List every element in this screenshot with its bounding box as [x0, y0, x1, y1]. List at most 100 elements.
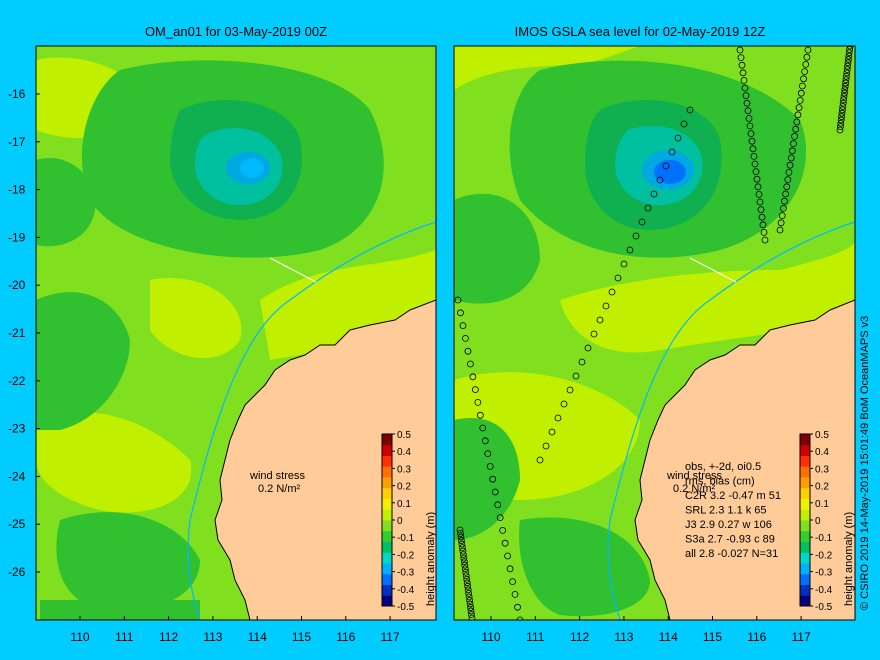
obs-point	[838, 113, 845, 120]
colorbar-swatch	[382, 434, 392, 446]
obs-point	[484, 450, 492, 458]
obs-point	[464, 582, 472, 590]
colorbar-swatch	[800, 584, 810, 596]
obs-point	[741, 84, 749, 92]
obs-point	[843, 66, 851, 73]
colorbar-swatch	[382, 444, 392, 456]
colorbar-swatch	[800, 455, 810, 467]
obs-point	[458, 544, 466, 551]
x-tick-label: 111	[115, 630, 134, 644]
colorbar-swatch	[800, 487, 810, 499]
y-tick-label: -17	[8, 135, 26, 149]
obs-point	[737, 54, 745, 61]
obs-point	[662, 162, 670, 170]
stats-line: all 2.8 -0.027 N=31	[685, 548, 778, 560]
obs-point	[759, 221, 767, 229]
obs-point	[464, 586, 472, 594]
obs-point	[845, 49, 853, 57]
x-axis-ticks-right: 110 111 112 113 114 115 116 117	[481, 616, 811, 644]
negative-anomaly-patch	[454, 418, 520, 540]
obs-point	[837, 123, 844, 131]
obs-point	[494, 501, 502, 509]
colorbar-label: height anomaly (m)	[843, 512, 855, 606]
obs-point	[479, 424, 487, 432]
colorbar-tick-label: 0.3	[815, 464, 829, 475]
y-tick-label: -22	[8, 374, 26, 388]
colorbar-swatch	[382, 509, 392, 521]
obs-point	[456, 526, 464, 534]
colorbar-tick-label: 0.2	[815, 482, 829, 493]
obs-point	[836, 126, 844, 134]
x-tick-label: 116	[747, 630, 766, 644]
obs-point	[800, 75, 807, 83]
stats-line: J3 2.9 0.27 w 106	[685, 519, 772, 531]
obs-point	[578, 358, 586, 366]
stats-line: rms, bias (cm)	[685, 476, 755, 488]
obs-point	[837, 116, 845, 124]
colorbar-swatch	[800, 509, 810, 521]
obs-point	[839, 106, 846, 114]
colorbar-tick-label: 0	[397, 516, 403, 527]
obs-point	[761, 236, 769, 244]
obs-point	[536, 456, 544, 464]
colorbar-swatch	[800, 444, 810, 456]
obs-point	[476, 411, 484, 419]
obs-point	[844, 62, 851, 70]
obs-point	[776, 226, 784, 234]
colorbar-left: 0.5 0.4 0.3 0.2 0.1 0 -0.1 -0.2 -0.3 -0.4 -0.5 heig…	[381, 430, 437, 613]
obs-point	[514, 603, 521, 611]
colorbar-tick-label: 0.5	[815, 430, 829, 441]
obs-point	[801, 68, 809, 75]
obs-point	[674, 134, 682, 142]
obs-point	[744, 107, 752, 115]
obs-point	[842, 76, 850, 83]
obs-point	[468, 614, 476, 620]
stats-line: obs, +-2d, oi0.5	[685, 461, 761, 473]
obs-point	[463, 575, 471, 583]
obs-point	[843, 69, 851, 77]
obs-point	[465, 593, 473, 601]
y-tick-label: -20	[8, 278, 26, 292]
obs-point	[846, 46, 854, 50]
y-tick-label: -18	[8, 183, 26, 197]
negative-anomaly-patch	[56, 512, 200, 611]
obs-point	[803, 53, 811, 61]
wind-stress-scale: 0.2 N/m²	[258, 483, 301, 495]
obs-point	[462, 572, 470, 580]
obs-point	[750, 152, 758, 160]
obs-point	[491, 488, 499, 496]
negative-anomaly-patch	[36, 292, 130, 430]
colorbar-swatch	[800, 541, 810, 553]
y-tick-label: -16	[8, 87, 26, 101]
colorbar-tick-label: 0.3	[397, 464, 411, 475]
obs-point	[457, 309, 464, 317]
obs-point	[504, 552, 512, 560]
colorbar-tick-label: -0.2	[397, 550, 415, 561]
obs-point	[620, 260, 628, 268]
x-tick-label: 116	[336, 630, 355, 644]
obs-point	[797, 89, 805, 97]
colorbar-swatch	[382, 530, 392, 542]
x-tick-label: 117	[381, 630, 400, 644]
stats-line: S3a 2.7 -0.93 c 89	[685, 534, 775, 546]
obs-point	[746, 122, 754, 130]
obs-point	[843, 72, 850, 80]
obs-point	[791, 132, 798, 140]
isobath-200m	[607, 221, 855, 620]
obs-point	[460, 558, 468, 566]
positive-anomaly-patch	[36, 412, 192, 513]
x-tick-label: 112	[570, 630, 589, 644]
colorbar-swatch	[382, 466, 392, 478]
colorbar-tick-label: 0.1	[815, 499, 829, 510]
negative-anomaly-patch	[36, 158, 96, 247]
obs-point	[459, 551, 467, 559]
obs-point	[795, 104, 803, 111]
colorbar-tick-label: -0.5	[397, 602, 415, 613]
obs-point	[686, 106, 694, 114]
obs-point	[542, 442, 550, 450]
y-tick-label: -25	[8, 517, 26, 531]
stats-line: C2R 3.2 -0.47 m 51	[685, 490, 781, 502]
wind-stress-arrow	[269, 257, 317, 283]
wind-stress-label: wind stress	[249, 470, 306, 482]
left-map-panel: OM_an01 for 03-May-2019 00Z wind stress …	[8, 24, 458, 644]
